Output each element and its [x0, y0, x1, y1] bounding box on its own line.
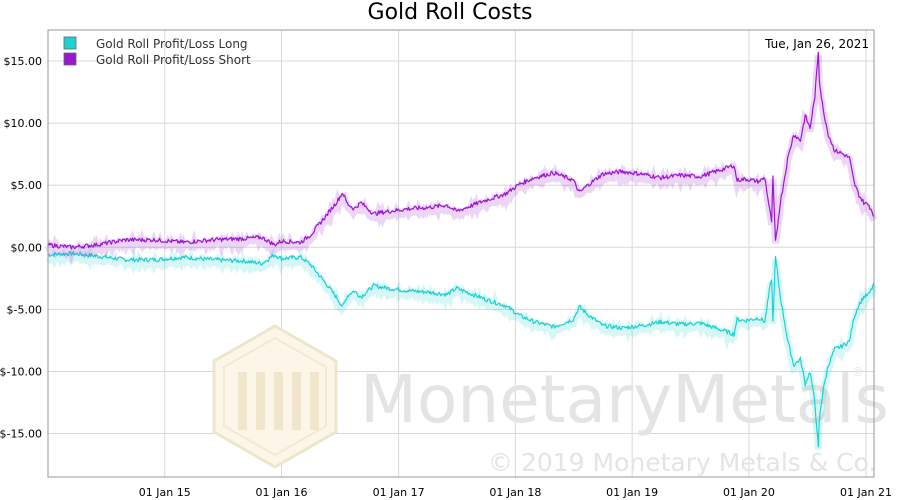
- y-tick-label: $0.00: [11, 241, 43, 254]
- watermark-logo-icon: [212, 324, 338, 469]
- watermark-brand: MonetaryMetals: [360, 361, 889, 438]
- x-tick-label: 01 Jan 17: [373, 486, 425, 499]
- series-layer: [44, 51, 878, 451]
- y-tick-label: $10.00: [4, 117, 43, 130]
- x-tick-label: 01 Jan 19: [606, 486, 658, 499]
- legend-label-short: Gold Roll Profit/Loss Short: [96, 53, 251, 67]
- y-tick-label: $-5.00: [7, 303, 42, 316]
- date-readout: Tue, Jan 26, 2021: [764, 37, 869, 51]
- series-line-short[interactable]: [47, 51, 875, 250]
- y-tick-label: $-10.00: [0, 365, 42, 378]
- legend-swatch-short: [63, 52, 77, 66]
- chart-title: Gold Roll Costs: [368, 0, 533, 25]
- x-tick-label: 01 Jan 15: [139, 486, 191, 499]
- plot-area: [48, 30, 874, 477]
- x-tick-label: 01 Jan 16: [256, 486, 308, 499]
- legend[interactable]: Gold Roll Profit/Loss Long Gold Roll Pro…: [63, 36, 251, 67]
- legend-item-short[interactable]: Gold Roll Profit/Loss Short: [63, 52, 251, 67]
- y-tick-label: $5.00: [11, 179, 43, 192]
- legend-item-long[interactable]: Gold Roll Profit/Loss Long: [63, 36, 248, 51]
- watermark: MonetaryMetals ® © 2019 Monetary Metals …: [212, 324, 889, 477]
- watermark-registered-mark: ®: [852, 365, 864, 379]
- x-tick-label: 01 Jan 18: [489, 486, 541, 499]
- watermark-copyright: © 2019 Monetary Metals & Co.: [488, 448, 876, 477]
- x-axis: 01 Jan 15 01 Jan 16 01 Jan 17 01 Jan 18 01 J…: [139, 486, 892, 499]
- y-tick-label: $-15.00: [0, 428, 42, 441]
- plot-border: [47, 29, 875, 478]
- grid-lines: [48, 30, 874, 477]
- x-tick-label: 01 Jan 20: [723, 486, 775, 499]
- series-line-long[interactable]: [47, 250, 875, 448]
- x-tick-label: 01 Jan 21: [840, 486, 892, 499]
- y-axis: $15.00 $10.00 $5.00 $0.00 $-5.00 $-10.00 $-15.…: [0, 55, 43, 441]
- legend-label-long: Gold Roll Profit/Loss Long: [96, 37, 248, 51]
- legend-swatch-long: [63, 36, 77, 50]
- series-shadow-long: [45, 244, 878, 451]
- y-tick-label: $15.00: [4, 55, 43, 68]
- series-shadow-short: [44, 55, 878, 266]
